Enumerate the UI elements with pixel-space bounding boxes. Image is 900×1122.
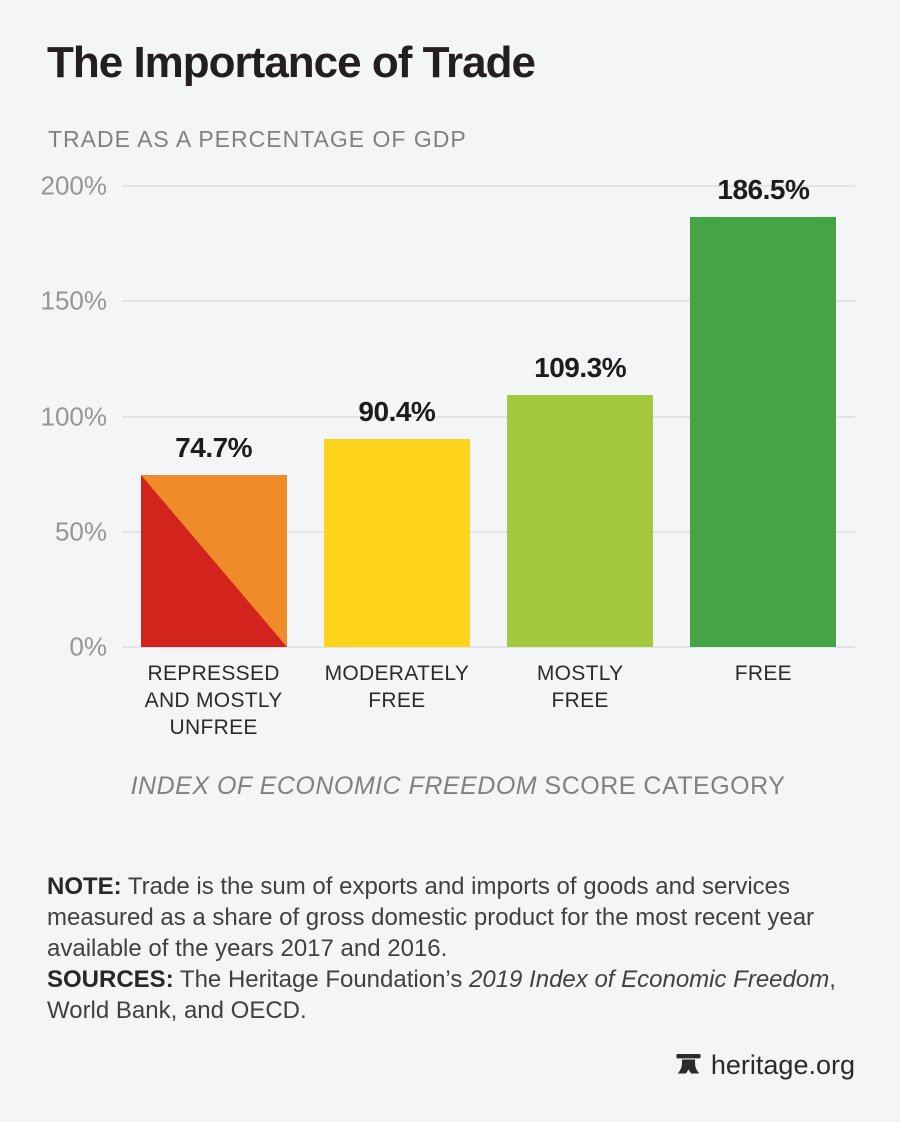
page-title: The Importance of Trade <box>47 38 536 87</box>
liberty-bell-icon <box>676 1053 701 1074</box>
gridline-50 <box>122 530 855 533</box>
note-text: Trade is the sum of exports and imports … <box>47 873 815 962</box>
note-label: NOTE: <box>47 873 122 900</box>
category-label: MODERATELY FREE <box>257 660 537 714</box>
category-label-line: REPRESSED <box>147 662 280 685</box>
sources-label: SOURCES: <box>47 966 174 993</box>
category-label: REPRESSED AND MOSTLY UNFREE <box>74 660 354 741</box>
bar-value-label: 90.4% <box>358 395 436 427</box>
category-label: FREE <box>623 660 900 687</box>
bar-free: 186.5% FREE <box>690 174 837 685</box>
category-label-line: AND MOSTLY <box>144 689 283 712</box>
sources-text-suffix: , World Bank, and OECD. <box>47 966 836 1024</box>
bar-value-label: 74.7% <box>175 431 253 463</box>
sources-paragraph: SOURCES: The Heritage Foundation’s 2019 … <box>47 964 853 1026</box>
footer-brand-text: heritage.org <box>710 1050 855 1080</box>
plot-area: 74.7% REPRESSED AND MOSTLY UNFREE 90.4% MODER… <box>122 174 855 739</box>
y-axis-tick-labels: 200% 150% 100% 50% 0% <box>20 171 108 662</box>
category-label: MOSTLY FREE <box>440 660 720 714</box>
x-axis-label-regular: SCORE CATEGORY <box>537 772 786 800</box>
y-tick-label-0: 0% <box>69 631 107 662</box>
note-block: NOTE: Trade is the sum of exports and im… <box>47 871 853 1026</box>
category-label-line: UNFREE <box>169 716 258 739</box>
gridline-0 <box>122 646 855 648</box>
gridline-200 <box>122 185 855 187</box>
footer-brand: heritage.org <box>675 1050 855 1081</box>
sources-text-prefix: The Heritage Foundation’s <box>173 966 469 993</box>
gridline-100 <box>122 415 855 418</box>
category-label-line: FREE <box>551 689 609 712</box>
y-tick-label-50: 50% <box>54 516 107 547</box>
bar-value-label: 186.5% <box>717 174 810 206</box>
x-axis-label: INDEX OF ECONOMIC FREEDOM SCORE CATEGORY <box>48 772 868 801</box>
y-tick-label-100: 100% <box>40 401 108 431</box>
note-paragraph: NOTE: Trade is the sum of exports and im… <box>47 871 853 964</box>
y-tick-label-150: 150% <box>40 285 108 316</box>
bar-repressed-and-mostly-unfree: 74.7% REPRESSED AND MOSTLY UNFREE <box>140 432 287 739</box>
category-label-line: FREE <box>734 662 792 685</box>
bar-mostly-free: 109.3% MOSTLY FREE <box>507 352 654 712</box>
bar-moderately-free: 90.4% MODERATELY FREE <box>323 396 470 712</box>
chart-subtitle: TRADE AS A PERCENTAGE OF GDP <box>48 126 467 152</box>
gridline-150 <box>122 300 855 303</box>
y-tick-label-200: 200% <box>40 170 108 201</box>
sources-text-italic: 2019 Index of Economic Freedom <box>469 966 830 993</box>
category-label-line: MOSTLY <box>536 662 624 685</box>
bar-value-label: 109.3% <box>534 352 627 384</box>
x-axis-label-italic: INDEX OF ECONOMIC FREEDOM <box>130 772 538 800</box>
category-label-line: FREE <box>368 689 426 712</box>
category-label-line: MODERATELY <box>324 662 470 685</box>
